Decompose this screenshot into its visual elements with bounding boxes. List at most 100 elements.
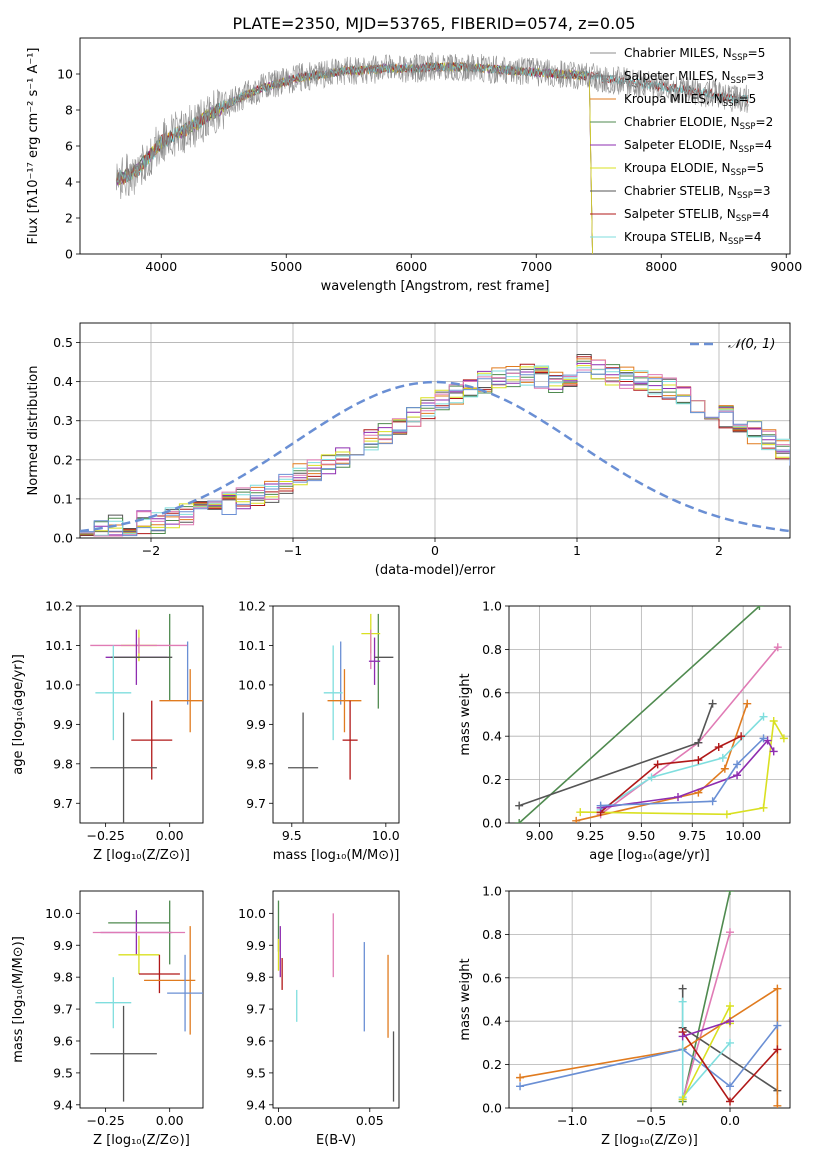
series-marker [726, 1082, 735, 1091]
series-marker [726, 891, 735, 895]
panel-massweight-vs-metallicity: −1.0 −0.5 0.0 0.0 0.2 0.4 0.6 0.8 1.0 Z [log₁₀(Z/… [458, 884, 791, 1148]
y-tick-label: 0.4 [482, 729, 502, 744]
panel-residual-histogram: −2 −1 0 1 2 0.0 0.1 0.2 0.3 0.4 0.5 (data-model)/er… [26, 322, 791, 578]
series-marker [773, 984, 782, 993]
series-marker [755, 606, 764, 610]
spectrum-line [115, 61, 593, 254]
y-tick-label: 10.2 [45, 599, 73, 614]
x-tick-label: −0.5 [636, 1113, 666, 1128]
x-axis-label: Z [log₁₀(Z/Z⊙)] [93, 848, 190, 863]
series-marker [726, 1038, 735, 1047]
histogram-step [80, 356, 790, 537]
series-marker [718, 753, 727, 762]
y-tick-label: 1.0 [482, 884, 502, 899]
series-marker [773, 643, 782, 652]
series-marker [678, 997, 687, 1006]
y-tick-label: 9.5 [53, 1065, 73, 1080]
series-marker [694, 738, 703, 747]
x-axis-label: (data-model)/error [375, 563, 496, 578]
series-marker [773, 1101, 782, 1108]
y-tick-label: 0.0 [482, 816, 502, 831]
series-line [681, 931, 731, 1100]
series-marker [596, 801, 605, 810]
y-axis-label: mass weight [458, 958, 473, 1040]
axes-frame [79, 37, 791, 255]
series-marker [733, 771, 742, 780]
y-tick-label: 9.9 [53, 717, 73, 732]
series-marker [576, 808, 585, 817]
series-marker [720, 764, 729, 773]
y-tick-label: 9.6 [53, 1033, 73, 1048]
series-marker [726, 1097, 735, 1106]
series-marker [773, 1045, 782, 1054]
x-tick-label: 9.25 [577, 828, 605, 843]
y-tick-label: 0.4 [482, 1014, 502, 1029]
x-tick-label: 0.05 [356, 1113, 384, 1128]
y-tick-label: 0.5 [53, 335, 73, 350]
y-tick-label: 9.8 [246, 970, 266, 985]
series-line [580, 718, 785, 816]
legend-entry: Chabrier ELODIE, NSSP=2 [624, 115, 773, 132]
series-marker [726, 1002, 735, 1011]
x-axis-label: mass [log₁₀(M/M⊙)] [273, 848, 400, 863]
y-tick-label: 8 [65, 103, 73, 118]
figure-title: PLATE=2350, MJD=53765, FIBERID=0574, z=0… [232, 14, 635, 33]
y-tick-label: 0.2 [482, 1057, 502, 1072]
axes-frame [79, 890, 204, 1109]
series-marker [647, 773, 656, 782]
y-tick-label: 9.7 [53, 796, 73, 811]
series-line [518, 703, 714, 807]
y-tick-label: 9.7 [53, 1002, 73, 1017]
legend-entry: Kroupa MILES, NSSP=5 [624, 92, 756, 109]
y-tick-label: 0.8 [482, 642, 502, 657]
series-marker [722, 810, 731, 819]
y-tick-label: 10.0 [238, 677, 266, 692]
legend-entry: Salpeter STELIB, NSSP=4 [624, 207, 769, 224]
y-tick-label: 0.8 [482, 927, 502, 942]
y-axis-label: mass weight [458, 673, 473, 755]
series-line [576, 703, 748, 822]
series-lines [515, 606, 788, 823]
series-marker [726, 928, 735, 937]
y-tick-label: 9.9 [246, 717, 266, 732]
legend-entry: 𝒩(0, 1) [728, 337, 775, 352]
y-axis-label: age [log₁₀(age/yr)] [11, 654, 26, 775]
x-tick-label: −1.0 [557, 1113, 587, 1128]
x-tick-label: 5000 [270, 259, 302, 274]
y-tick-label: 9.5 [246, 1065, 266, 1080]
y-tick-label: 0.0 [482, 1101, 502, 1116]
axes-frame [79, 322, 791, 539]
series-marker [773, 1021, 782, 1030]
x-tick-label: −1 [284, 543, 302, 558]
series-line [681, 891, 731, 1102]
y-axis-label: mass [log₁₀(M/M⊙)] [11, 936, 26, 1063]
y-tick-label: 10.0 [45, 906, 73, 921]
series-marker [516, 1082, 525, 1091]
panel-mass-vs-ebv: 0.00 0.05 9.4 9.5 9.6 9.7 9.8 9.9 10.0 E(B-V) [238, 890, 400, 1148]
series-marker [678, 1032, 687, 1041]
errorbars [277, 900, 395, 1102]
series-marker [769, 747, 778, 756]
x-axis-label: Z [log₁₀(Z/Z⊙)] [601, 1133, 698, 1148]
x-tick-label: 9.75 [678, 828, 706, 843]
x-tick-label: 0 [431, 543, 439, 558]
y-tick-label: 9.8 [246, 756, 266, 771]
series-marker [678, 984, 687, 993]
spectrum-line [115, 61, 593, 254]
y-tick-label: 9.4 [53, 1097, 73, 1112]
series-line [600, 716, 765, 811]
legend-entry: Chabrier MILES, NSSP=5 [624, 46, 765, 63]
y-tick-label: 9.7 [246, 796, 266, 811]
axes-frame [79, 605, 204, 824]
spectrum-line [116, 52, 749, 196]
y-tick-label: 9.7 [246, 1002, 266, 1017]
histogram-step [80, 368, 790, 537]
y-tick-label: 9.9 [53, 938, 73, 953]
x-tick-label: 2 [715, 543, 723, 558]
series-marker [516, 1073, 525, 1082]
panel-mass-vs-metallicity: −0.25 0.00 9.4 9.5 9.6 9.7 9.8 9.9 10.0 Z [log₁₀(… [11, 890, 204, 1148]
x-tick-label: 6000 [395, 259, 427, 274]
y-tick-label: 0 [65, 247, 73, 262]
series-marker [743, 699, 752, 708]
